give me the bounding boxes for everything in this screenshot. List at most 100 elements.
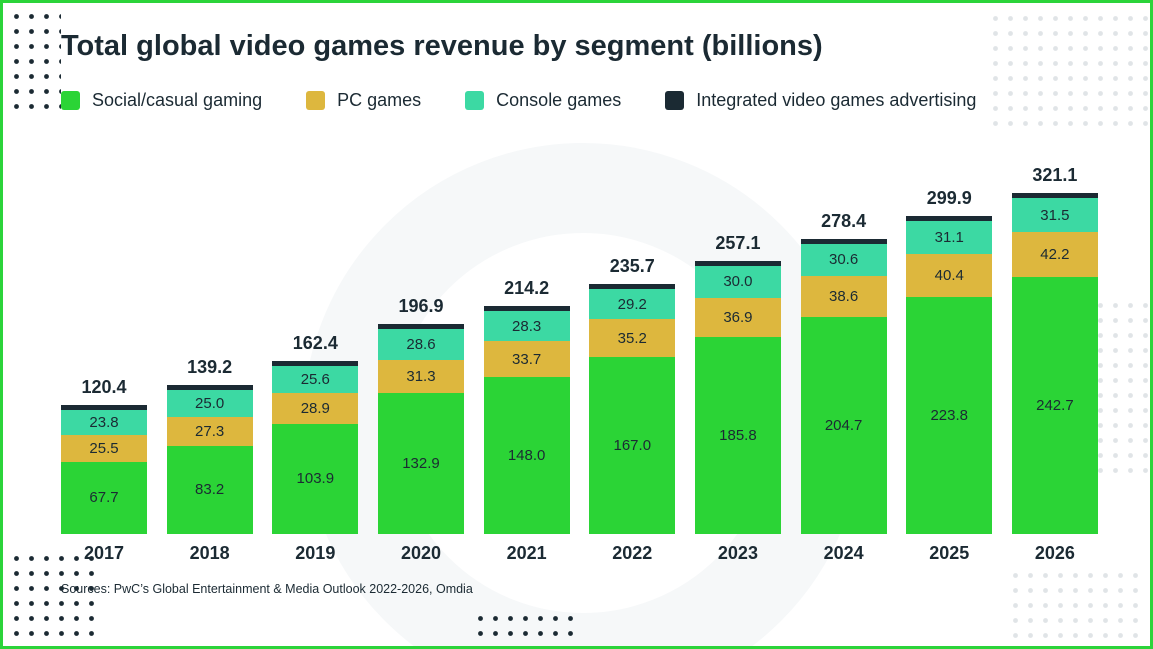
segment-social: 223.8 [906,296,993,534]
segment-console: 31.5 [1011,198,1098,232]
segment-console: 25.6 [272,365,359,394]
segment-social: 148.0 [483,376,570,534]
segment-pc: 35.2 [589,319,676,357]
legend-label-pc: PC games [337,89,422,110]
segment-console: 28.3 [483,311,570,342]
bar-total-label: 235.7 [609,255,655,276]
segment-social: 185.8 [694,336,781,534]
bar-stack: 278.4 30.6 38.6 204.7 [800,149,887,534]
bar-stack: 321.1 31.5 42.2 242.7 [1011,149,1098,534]
dot-pattern-bottom-left [9,551,95,646]
legend: Social/casual gaming PC games Console ga… [61,90,1098,111]
bar-total-label: 257.1 [715,232,761,253]
bar-column: 235.7 29.2 35.2 167.0 2022 [589,149,676,564]
segment-advertising [800,238,887,244]
dot-pattern-bottom-right [1008,568,1148,646]
legend-item-advertising: Integrated video games advertising [665,90,976,111]
bar-stack: 235.7 29.2 35.2 167.0 [589,149,676,534]
dot-pattern-bottom-center [473,611,573,646]
legend-label-console: Console games [496,89,622,110]
stacked-bar-chart: 120.4 23.8 25.5 67.7 2017 139.2 25.0 27.3 83.2 20… [61,149,1098,564]
segment-advertising [272,360,359,366]
bar-column: 196.9 28.6 31.3 132.9 2020 [377,149,464,564]
segment-social: 103.9 [272,423,359,534]
segment-advertising [166,385,253,391]
year-label: 2021 [506,542,547,563]
year-label: 2023 [717,542,758,563]
dot-pattern-top-left [9,9,61,109]
bar-column: 321.1 31.5 42.2 242.7 2026 [1011,149,1098,564]
source-note: Sources: PwC’s Global Entertainment & Me… [61,581,473,596]
segment-advertising [1011,193,1098,199]
segment-advertising [377,324,464,330]
year-label: 2020 [400,542,441,563]
legend-item-social-casual-gaming: Social/casual gaming [61,90,262,111]
segment-pc: 27.3 [166,416,253,446]
segment-advertising [906,215,993,221]
segment-pc: 33.7 [483,341,570,377]
legend-item-console-games: Console games [465,90,621,111]
segment-social: 83.2 [166,445,253,534]
segment-pc: 28.9 [272,393,359,424]
legend-swatch-console-icon [465,90,485,110]
year-label: 2019 [295,542,336,563]
bar-stack: 257.1 30.0 36.9 185.8 [694,149,781,534]
legend-label-advertising: Integrated video games advertising [696,89,977,110]
bar-total-label: 139.2 [187,357,233,378]
bar-stack: 120.4 23.8 25.5 67.7 [61,149,147,534]
segment-advertising [483,306,570,312]
bar-column: 139.2 25.0 27.3 83.2 2018 [166,149,253,564]
bar-column: 278.4 30.6 38.6 204.7 2024 [800,149,887,564]
bar-stack: 162.4 25.6 28.9 103.9 [272,149,359,534]
bar-stack: 139.2 25.0 27.3 83.2 [166,149,253,534]
legend-swatch-social-icon [61,90,80,110]
legend-swatch-advertising-icon [665,90,685,110]
legend-swatch-pc-icon [306,90,326,110]
segment-social: 204.7 [800,316,887,534]
segment-console: 25.0 [166,390,253,417]
plot-area: 120.4 23.8 25.5 67.7 2017 139.2 25.0 27.3 83.2 20… [61,149,1098,564]
year-label: 2026 [1034,542,1075,563]
bar-stack: 196.9 28.6 31.3 132.9 [377,149,464,534]
segment-pc: 38.6 [800,275,887,317]
segment-advertising [61,404,147,410]
year-label: 2018 [189,542,230,563]
bar-column: 299.9 31.1 40.4 223.8 2025 [906,149,993,564]
year-label: 2024 [823,542,864,563]
segment-console: 31.1 [906,220,993,254]
segment-advertising [694,260,781,266]
bar-column: 162.4 25.6 28.9 103.9 2019 [272,149,359,564]
dot-pattern-top-right [988,11,1148,131]
segment-pc: 40.4 [906,253,993,297]
bar-total-label: 196.9 [398,296,444,317]
bar-total-label: 120.4 [81,376,127,397]
segment-pc: 31.3 [377,359,464,393]
bar-total-label: 321.1 [1032,165,1078,186]
segment-social: 67.7 [61,462,147,534]
bar-total-label: 214.2 [504,278,550,299]
segment-pc: 36.9 [694,297,781,337]
segment-console: 30.6 [800,243,887,276]
bar-total-label: 299.9 [926,187,972,208]
bar-column: 214.2 28.3 33.7 148.0 2021 [483,149,570,564]
segment-social: 132.9 [377,392,464,534]
bar-stack: 299.9 31.1 40.4 223.8 [906,149,993,534]
year-label: 2022 [612,542,653,563]
segment-social: 242.7 [1011,276,1098,534]
bar-total-label: 278.4 [821,210,867,231]
content-area: Total global video games revenue by segm… [3,3,1150,596]
segment-console: 30.0 [694,265,781,298]
year-label: 2017 [83,542,125,563]
segment-console: 28.6 [377,329,464,360]
bar-column: 120.4 23.8 25.5 67.7 2017 [61,149,147,564]
year-label: 2025 [929,542,970,563]
segment-advertising [589,283,676,289]
segment-pc: 42.2 [1011,231,1098,277]
bar-total-label: 162.4 [292,332,338,353]
bar-stack: 214.2 28.3 33.7 148.0 [483,149,570,534]
legend-item-pc-games: PC games [306,90,421,111]
segment-pc: 25.5 [61,435,147,463]
segment-console: 29.2 [589,288,676,320]
segment-console: 23.8 [61,409,147,436]
